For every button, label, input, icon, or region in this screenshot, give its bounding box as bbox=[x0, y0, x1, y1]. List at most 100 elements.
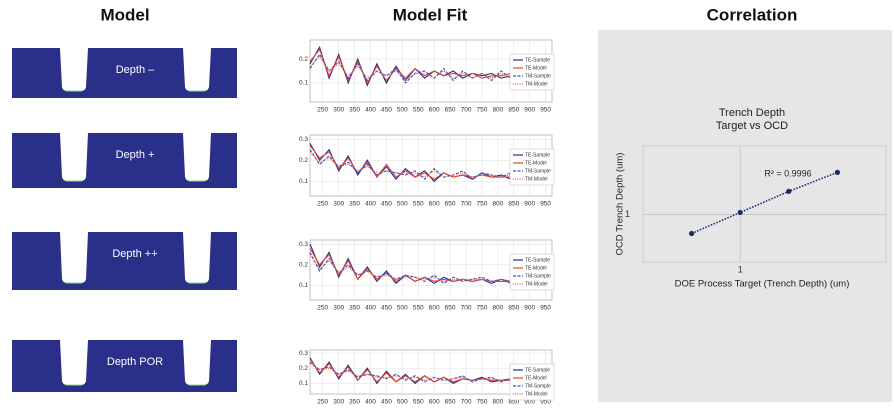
series-line bbox=[309, 45, 549, 87]
x-tick-label: 300 bbox=[333, 399, 344, 406]
series-line bbox=[309, 363, 549, 381]
x-tick-label: 900 bbox=[524, 107, 535, 114]
x-tick-label: 400 bbox=[365, 305, 376, 312]
x-tick-label: 650 bbox=[445, 107, 456, 114]
x-tick-label: 850 bbox=[508, 107, 519, 114]
model-block bbox=[12, 232, 237, 290]
series-line bbox=[309, 252, 549, 285]
x-tick-label: 350 bbox=[349, 201, 360, 208]
x-tick-label: 450 bbox=[381, 107, 392, 114]
x-tick-label: 250 bbox=[317, 399, 328, 406]
x-tick-label: 850 bbox=[508, 305, 519, 312]
x-tick-label: 650 bbox=[445, 305, 456, 312]
y-tick-label: 0.1 bbox=[299, 178, 308, 185]
legend-label: TE-Sample bbox=[525, 57, 550, 63]
x-tick-label: 500 bbox=[397, 399, 408, 406]
point bbox=[834, 169, 841, 175]
model-label: Depth POR bbox=[107, 356, 163, 368]
series-line bbox=[309, 145, 549, 180]
legend-label: TE-Sample bbox=[525, 152, 550, 158]
plot-area bbox=[642, 145, 887, 263]
legend-label: TM-Sample bbox=[525, 168, 551, 174]
x-tick-label: 650 bbox=[445, 399, 456, 406]
x-tick-label: 600 bbox=[429, 107, 440, 114]
x-tick-label: 500 bbox=[397, 107, 408, 114]
y-tick-label: 0.2 bbox=[299, 365, 308, 372]
legend-label: TM-Sample bbox=[525, 73, 551, 79]
model-block bbox=[12, 48, 237, 98]
x-tick-label: 800 bbox=[492, 399, 503, 406]
x-tick-label: 400 bbox=[365, 107, 376, 114]
x-tick-label: 550 bbox=[413, 399, 424, 406]
x-tick-label: 800 bbox=[492, 201, 503, 208]
legend-label: TE-Model bbox=[525, 160, 547, 166]
y-tick-label: 0.1 bbox=[299, 282, 308, 289]
x-tick-label: 300 bbox=[333, 305, 344, 312]
x-tick-label: 550 bbox=[413, 107, 424, 114]
x-tick-label: 600 bbox=[429, 305, 440, 312]
y-tick-label: 0.1 bbox=[299, 80, 308, 87]
x-tick-label: 500 bbox=[397, 201, 408, 208]
legend-label: TM-Sample bbox=[525, 273, 551, 279]
correlation-title: Correlation bbox=[707, 5, 798, 24]
model-block bbox=[12, 340, 237, 392]
x-tick-label: 850 bbox=[508, 201, 519, 208]
x-tick-label: 250 bbox=[317, 201, 328, 208]
series-line bbox=[309, 55, 549, 82]
trend-line bbox=[691, 171, 838, 235]
x-tick-label: 350 bbox=[349, 107, 360, 114]
y-tick-label: 0.3 bbox=[299, 136, 308, 143]
x-tick-label: 700 bbox=[461, 305, 472, 312]
x-tick-label: 950 bbox=[540, 399, 551, 406]
legend-label: TE-Sample bbox=[525, 367, 550, 373]
chart-subtitle: Target vs OCD bbox=[716, 120, 788, 132]
legend-label: TM-Model bbox=[525, 176, 548, 182]
model-label: Depth – bbox=[116, 64, 155, 76]
x-tick-label: 350 bbox=[349, 399, 360, 406]
y-tick-label: 0.1 bbox=[299, 380, 308, 387]
legend-label: TE-Sample bbox=[525, 257, 550, 263]
x-tick-label: 300 bbox=[333, 201, 344, 208]
y-tick-label: 0.3 bbox=[299, 241, 308, 248]
y-tick-label: 0.2 bbox=[299, 262, 308, 269]
y-tick-label: 0.2 bbox=[299, 157, 308, 164]
x-tick-label: 450 bbox=[381, 399, 392, 406]
x-tick-label: 500 bbox=[397, 305, 408, 312]
x-tick-label: 800 bbox=[492, 305, 503, 312]
x-tick-label: 250 bbox=[317, 107, 328, 114]
x-tick-label: 450 bbox=[381, 201, 392, 208]
x-tick-label: 300 bbox=[333, 107, 344, 114]
x-tick-label: 750 bbox=[477, 399, 488, 406]
x-tick-label: 750 bbox=[477, 305, 488, 312]
x-tick-label: 700 bbox=[461, 399, 472, 406]
point bbox=[737, 209, 743, 216]
legend-label: TE-Model bbox=[525, 375, 547, 381]
x-tick-label: 700 bbox=[461, 107, 472, 114]
x-tick-label: 900 bbox=[524, 305, 535, 312]
y-tick-label: 0.3 bbox=[299, 350, 308, 357]
legend-label: TM-Model bbox=[525, 81, 548, 87]
legend-label: TM-Model bbox=[525, 281, 548, 287]
y-tick-label: 0.2 bbox=[299, 56, 308, 63]
annotation: R² = 0.9996 bbox=[764, 168, 811, 178]
x-tick-label: 550 bbox=[413, 201, 424, 208]
series-line bbox=[309, 48, 549, 85]
x-tick-label: 600 bbox=[429, 399, 440, 406]
legend-label: TM-Model bbox=[525, 391, 548, 397]
x-tick-label: 250 bbox=[317, 305, 328, 312]
y-axis-label: OCD Trench Depth (um) bbox=[615, 153, 626, 256]
x-tick-label: 950 bbox=[540, 201, 551, 208]
point bbox=[786, 188, 792, 194]
legend-label: TE-Model bbox=[525, 65, 547, 71]
x-tick-label: 750 bbox=[477, 107, 488, 114]
series-line bbox=[309, 53, 550, 84]
series-line bbox=[309, 358, 549, 383]
model-block bbox=[12, 133, 237, 188]
x-tick-label: 900 bbox=[524, 201, 535, 208]
x-tick-label: 950 bbox=[540, 305, 551, 312]
x-tick-label: 400 bbox=[365, 201, 376, 208]
x-tick-label: 1 bbox=[738, 264, 743, 274]
legend-label: TM-Sample bbox=[525, 383, 551, 389]
y-tick-label: 1 bbox=[625, 209, 630, 219]
